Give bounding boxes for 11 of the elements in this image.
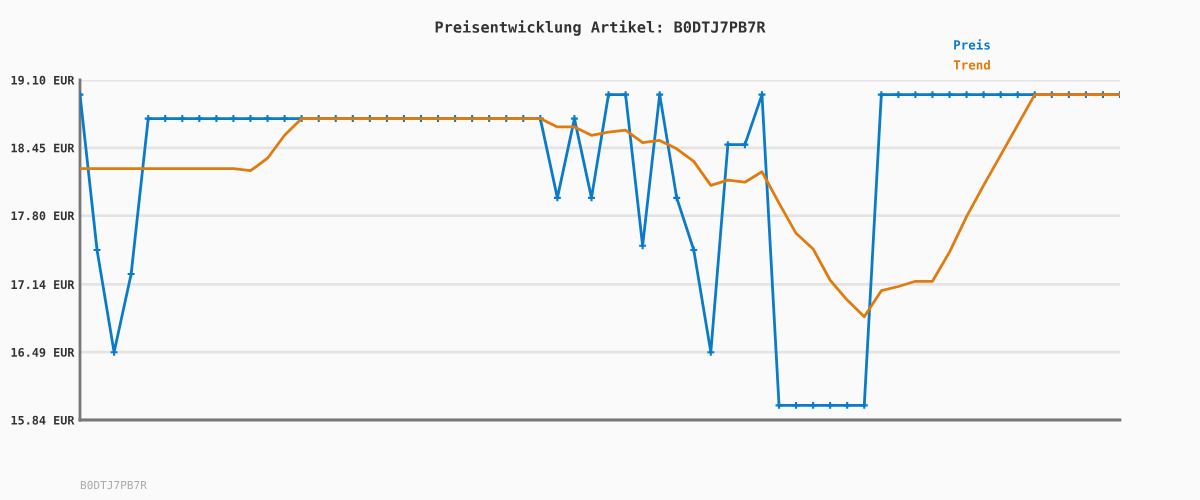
y-tick-label: 16.49 EUR — [11, 347, 75, 357]
y-tick-label: 17.80 EUR — [11, 211, 75, 221]
text: B0DTJ7PB7R — [80, 480, 147, 490]
chart-title: Preisentwicklung Artikel: B0DTJ7PB7R — [435, 20, 766, 36]
line-series — [80, 93, 1120, 319]
y-tick-label: 15.84 EUR — [11, 415, 75, 425]
y-tick-label: 17.14 EUR — [11, 280, 75, 290]
y-tick-label: 18.45 EUR — [11, 143, 75, 153]
text: Trend — [953, 59, 990, 70]
y-tick-label: 19.10 EUR — [11, 75, 75, 85]
text: Preis — [954, 39, 990, 50]
